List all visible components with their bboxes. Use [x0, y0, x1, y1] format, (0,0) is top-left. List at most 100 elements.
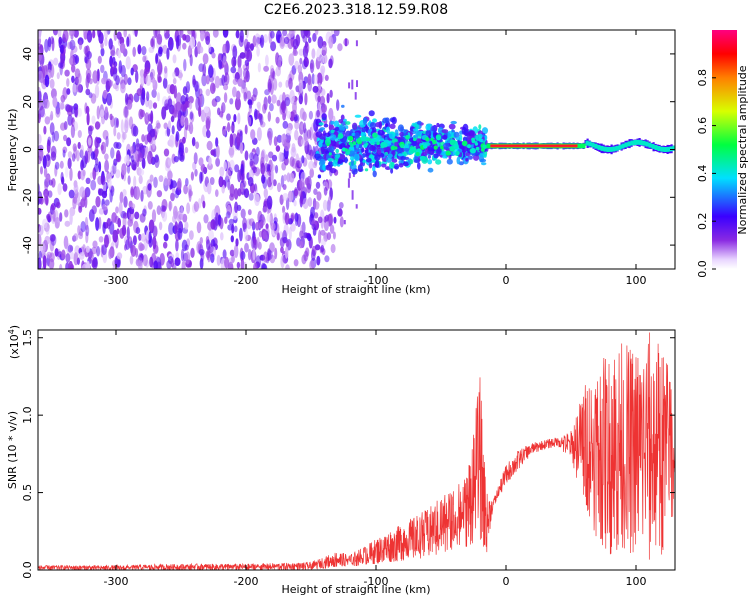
spectrogram-cell — [309, 168, 315, 178]
colorbar-tick-label: 0.6 — [696, 117, 709, 135]
colorbar-label: Normalized spectral amplitude — [736, 65, 749, 234]
spectrogram-cell — [298, 48, 305, 56]
spectrogram-cell — [288, 53, 295, 66]
spectrogram-cell — [158, 221, 163, 231]
spectrogram-cell — [49, 234, 56, 242]
spectrogram-cell — [134, 30, 138, 37]
spectrogram-cell — [112, 229, 118, 243]
spectrogram-cell — [335, 148, 340, 154]
spectrogram-cell — [292, 49, 298, 57]
spectrogram-cell — [440, 145, 444, 150]
spectrogram-cell — [55, 107, 61, 118]
spectrogram-cell — [105, 135, 109, 148]
spectrogram-cell — [63, 134, 68, 142]
spectrogram-cell — [78, 252, 85, 260]
spectrogram-cell — [441, 134, 448, 140]
spectrogram-cell — [138, 252, 144, 261]
spectrogram-cell — [394, 140, 399, 148]
spectrogram-cell — [239, 52, 246, 59]
colorbar-tick-label: 0.2 — [696, 212, 709, 230]
spectrogram-cell — [139, 213, 146, 223]
spectrogram-cell — [285, 264, 290, 269]
spectrogram-cell — [348, 172, 351, 179]
spectrogram-cell — [303, 250, 309, 262]
spectrogram-cell — [188, 188, 192, 202]
spectrogram-cell — [79, 186, 86, 198]
spectrogram-cell — [64, 69, 70, 77]
snr-series-line — [38, 332, 675, 570]
spectrogram-cell — [60, 94, 66, 103]
spectrogram-cell — [330, 146, 335, 153]
spectrogram-cell — [228, 261, 234, 269]
spectrogram-cell — [210, 253, 215, 264]
spectrogram-cell — [130, 244, 137, 257]
spectrogram-cell — [410, 147, 417, 153]
spectrogram-cell — [326, 93, 330, 104]
spectrogram-cell — [38, 86, 41, 99]
snr-frame — [37, 329, 676, 571]
spectrogram-cell — [405, 135, 410, 140]
spectrogram-cell — [316, 72, 323, 86]
spectrogram-cell — [158, 59, 162, 71]
spectrogram-cell — [657, 146, 661, 151]
spectrogram-cell — [190, 247, 195, 258]
spectrogram-cell — [337, 208, 343, 217]
spectrogram-cell — [427, 154, 431, 159]
spectrogram-cell — [284, 212, 290, 225]
spectrogram-cell — [185, 178, 189, 187]
spectrogram-cell — [215, 144, 220, 159]
spectrogram-cell — [338, 125, 346, 131]
spectrogram-cell — [467, 155, 473, 160]
spectrogram-cell — [324, 74, 329, 81]
spectrogram-cell — [141, 46, 147, 56]
spectrogram-cell — [298, 94, 303, 105]
spectrogram-cell — [236, 132, 241, 147]
spectrogram-cell — [134, 211, 140, 220]
colorbar-tick-label: 0.4 — [696, 165, 709, 183]
spectrogram-cell — [301, 221, 306, 234]
spectrogram-cell — [615, 145, 619, 151]
spectrogram-cell — [101, 244, 107, 256]
spectrogram-cell — [125, 56, 131, 70]
spectrogram-cell — [219, 166, 225, 177]
spectrogram-cell — [183, 184, 189, 195]
spectrogram-cell — [162, 44, 168, 54]
spectrogram-cell — [156, 205, 162, 216]
spectrogram-cell — [328, 35, 334, 49]
spectrogram-cell — [483, 153, 487, 158]
spectrogram-cell — [153, 225, 158, 237]
spectrogram-cell — [319, 95, 326, 106]
spectrogram-cell — [325, 137, 331, 146]
spectrogram-cell — [182, 136, 186, 144]
spectrogram-cell — [248, 100, 253, 109]
spectrogram-cell — [42, 218, 48, 229]
spectrogram-cell — [50, 36, 54, 45]
spectrogram-cell — [85, 231, 89, 244]
spectrogram-cell — [185, 81, 191, 94]
spectrogram-cell — [317, 82, 322, 91]
spectrogram-cell — [64, 209, 69, 218]
spectrogram-cell — [94, 163, 99, 173]
spectrogram-cell — [364, 149, 369, 154]
spectrogram-cell — [157, 92, 160, 102]
spectrogram-cell — [71, 75, 75, 84]
spectrogram-cell — [222, 55, 227, 66]
spectrogram-cell — [609, 146, 613, 152]
spectrogram-cell — [355, 40, 358, 47]
spectrogram-cell — [383, 139, 390, 143]
spectrogram-cell — [446, 158, 453, 165]
spectrogram-cell — [48, 179, 54, 186]
spectrogram-cell — [312, 32, 317, 42]
spectrogram-cell — [594, 143, 598, 149]
spectrogram-cell — [228, 218, 235, 225]
spectrogram-cell — [294, 129, 299, 141]
spectrogram-cell — [234, 201, 239, 214]
spectrogram-cell — [161, 205, 167, 212]
spectrogram-cell — [443, 142, 450, 150]
spectrogram-cell — [293, 187, 298, 199]
spectrogram-cell — [274, 164, 279, 174]
spectrogram-cell — [200, 251, 205, 262]
spectrogram-cell — [323, 186, 328, 196]
spectrogram-cell — [320, 88, 326, 97]
spectrogram-cell — [352, 141, 357, 146]
